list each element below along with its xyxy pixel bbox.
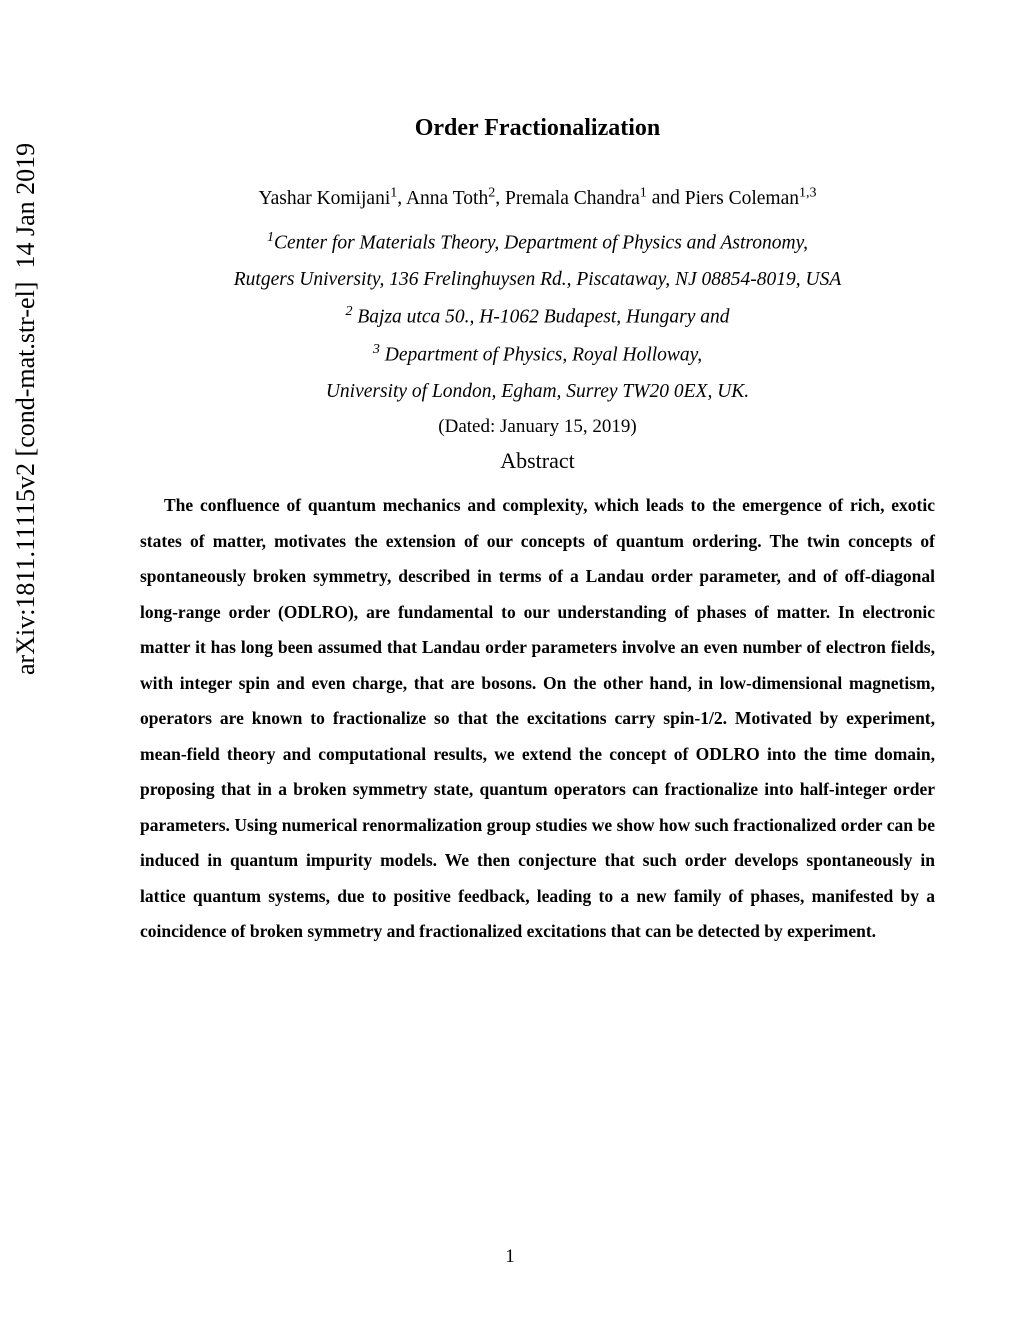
author: Piers Coleman1,3	[685, 188, 817, 209]
paper-title: Order Fractionalization	[140, 115, 935, 142]
affiliation-line: 2 Bajza utca 50., H-1062 Budapest, Hunga…	[140, 298, 935, 336]
arxiv-stamp: arXiv:1811.11115v2 [cond-mat.str-el] 14 …	[11, 143, 41, 675]
author: Premala Chandra1	[505, 188, 647, 209]
abstract-text: The confluence of quantum mechanics and …	[140, 488, 935, 950]
affiliation-line: University of London, Egham, Surrey TW20…	[140, 373, 935, 410]
affiliation-line: 3 Department of Physics, Royal Holloway,	[140, 336, 935, 374]
affiliation-block: 1Center for Materials Theory, Department…	[140, 224, 935, 411]
affiliation-line: 1Center for Materials Theory, Department…	[140, 224, 935, 262]
author: Anna Toth2	[406, 188, 495, 209]
paper-content: Order Fractionalization Yashar Komijani1…	[140, 115, 935, 950]
arxiv-id: arXiv:1811.11115v2	[11, 463, 40, 675]
author-list: Yashar Komijani1, Anna Toth2, Premala Ch…	[140, 184, 935, 210]
author: Yashar Komijani1	[258, 188, 397, 209]
abstract-heading: Abstract	[140, 448, 935, 474]
page-number: 1	[0, 1246, 1020, 1268]
arxiv-category: [cond-mat.str-el]	[11, 282, 40, 457]
dated-line: (Dated: January 15, 2019)	[140, 416, 935, 438]
affiliation-line: Rutgers University, 136 Frelinghuysen Rd…	[140, 261, 935, 298]
arxiv-date: 14 Jan 2019	[11, 143, 40, 269]
